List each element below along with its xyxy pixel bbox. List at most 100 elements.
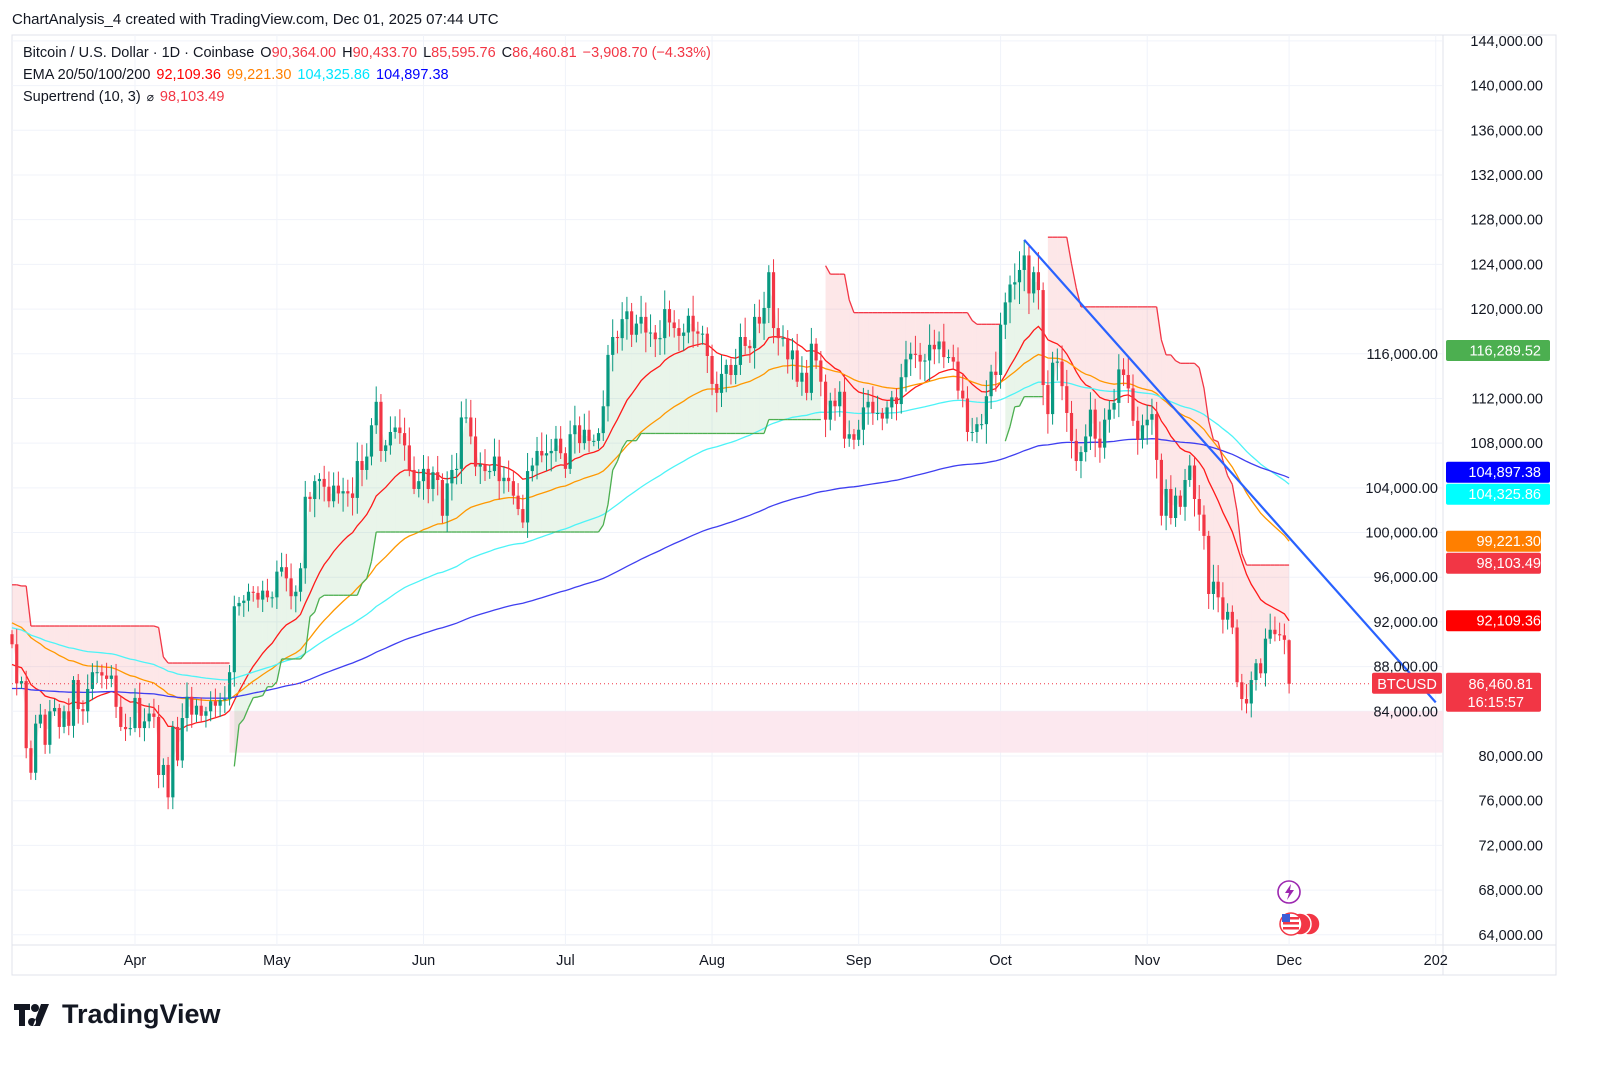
candle[interactable]	[502, 466, 506, 494]
candle[interactable]	[52, 698, 57, 716]
candle[interactable]	[961, 373, 965, 408]
candle[interactable]	[38, 703, 42, 729]
candle[interactable]	[691, 295, 695, 348]
candle[interactable]	[1093, 398, 1097, 458]
candle[interactable]	[431, 466, 435, 502]
candle[interactable]	[1197, 485, 1201, 531]
candle[interactable]	[322, 465, 326, 502]
candle[interactable]	[284, 553, 288, 592]
candle[interactable]	[261, 580, 265, 613]
candle[interactable]	[1254, 659, 1258, 691]
candle[interactable]	[753, 303, 757, 369]
candle[interactable]	[157, 705, 161, 789]
candle[interactable]	[904, 340, 908, 392]
candle[interactable]	[549, 438, 553, 472]
candle[interactable]	[242, 595, 246, 617]
candle[interactable]	[719, 354, 724, 408]
candle[interactable]	[715, 371, 719, 413]
candle[interactable]	[1207, 530, 1211, 609]
candle[interactable]	[980, 413, 984, 430]
candle[interactable]	[578, 416, 582, 453]
candle[interactable]	[393, 416, 397, 439]
candle[interactable]	[1226, 603, 1230, 630]
candle[interactable]	[86, 674, 90, 723]
candle[interactable]	[171, 721, 175, 810]
candle[interactable]	[152, 698, 156, 729]
candle[interactable]	[648, 314, 653, 347]
candle[interactable]	[705, 327, 709, 374]
candle[interactable]	[275, 560, 279, 610]
candle[interactable]	[748, 339, 752, 363]
candle[interactable]	[213, 688, 217, 719]
candle[interactable]	[1249, 671, 1253, 718]
candle[interactable]	[823, 374, 828, 438]
candle[interactable]	[639, 295, 643, 334]
candle[interactable]	[426, 456, 430, 504]
candle[interactable]	[1202, 505, 1206, 550]
trendline[interactable]	[1023, 239, 1437, 704]
candle[interactable]	[729, 358, 733, 385]
candle[interactable]	[1013, 263, 1017, 300]
candle[interactable]	[956, 347, 960, 400]
candle[interactable]	[175, 716, 180, 767]
candle[interactable]	[161, 758, 165, 788]
candle[interactable]	[790, 338, 795, 380]
candle[interactable]	[1079, 446, 1083, 479]
candle[interactable]	[280, 552, 284, 577]
candle[interactable]	[185, 682, 189, 732]
candle[interactable]	[1051, 351, 1055, 425]
candle[interactable]	[317, 473, 322, 500]
candle[interactable]	[1027, 246, 1031, 315]
price-axis[interactable]: 144,000.00 140,000.00 136,000.00 132,000.00…	[1365, 34, 1543, 944]
candle[interactable]	[942, 323, 946, 369]
event-markers[interactable]	[1277, 880, 1321, 936]
candle[interactable]	[984, 380, 988, 444]
candle[interactable]	[923, 353, 927, 382]
candle[interactable]	[776, 308, 780, 356]
candle[interactable]	[1055, 348, 1059, 381]
candle[interactable]	[421, 455, 426, 500]
candle[interactable]	[994, 351, 998, 392]
candle[interactable]	[15, 629, 19, 696]
candle[interactable]	[350, 477, 355, 516]
candle[interactable]	[1121, 358, 1126, 386]
candle[interactable]	[989, 364, 993, 409]
candle[interactable]	[270, 591, 274, 608]
candle[interactable]	[913, 335, 918, 369]
candle[interactable]	[1017, 251, 1022, 305]
candle[interactable]	[871, 386, 875, 425]
candle[interactable]	[374, 386, 378, 434]
candle[interactable]	[615, 330, 620, 354]
candle[interactable]	[819, 351, 823, 397]
candle[interactable]	[885, 401, 889, 424]
candle[interactable]	[682, 323, 686, 351]
candle[interactable]	[587, 410, 591, 453]
candle[interactable]	[828, 392, 832, 431]
candle[interactable]	[341, 477, 345, 512]
candle[interactable]	[1188, 454, 1192, 487]
candle[interactable]	[734, 348, 738, 385]
candle[interactable]	[412, 456, 416, 495]
candle[interactable]	[672, 310, 676, 338]
tradingview-logo[interactable]: TradingView	[14, 999, 221, 1030]
candle[interactable]	[786, 330, 790, 374]
candle[interactable]	[700, 325, 705, 345]
candle[interactable]	[180, 703, 184, 768]
candle[interactable]	[1273, 616, 1277, 642]
candle[interactable]	[227, 664, 232, 706]
candle[interactable]	[1287, 639, 1291, 694]
candle[interactable]	[1178, 490, 1182, 515]
candle[interactable]	[294, 585, 298, 613]
candle[interactable]	[1046, 370, 1050, 434]
candle[interactable]	[1278, 622, 1282, 641]
candle[interactable]	[48, 699, 52, 754]
candle[interactable]	[1282, 623, 1286, 655]
candle[interactable]	[360, 444, 364, 487]
candle[interactable]	[123, 713, 128, 741]
candle[interactable]	[483, 449, 487, 482]
candle[interactable]	[998, 312, 1003, 389]
candle[interactable]	[289, 563, 293, 610]
candle[interactable]	[511, 471, 515, 505]
candle[interactable]	[814, 338, 818, 369]
candle[interactable]	[10, 630, 14, 649]
